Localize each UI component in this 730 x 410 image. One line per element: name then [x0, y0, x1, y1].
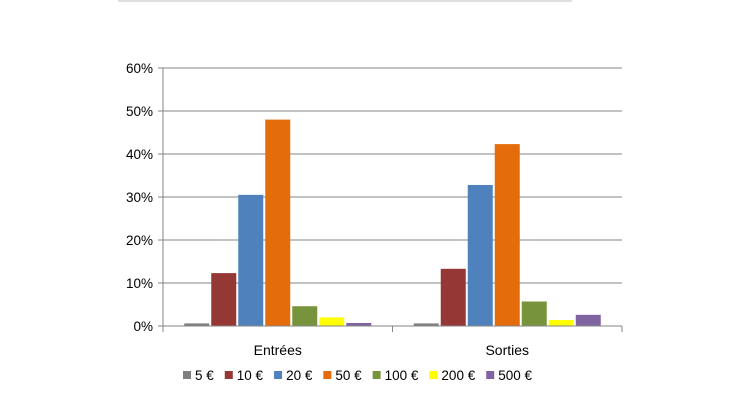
- y-tick-label: 30%: [126, 190, 153, 205]
- y-tick-label: 50%: [126, 104, 153, 119]
- gridlines: [163, 67, 622, 284]
- legend-label: 200 €: [441, 368, 475, 383]
- y-tick-label: 60%: [126, 61, 153, 76]
- bar: [413, 323, 439, 326]
- legend: 5 € 10 € 20 € 50 € 100 € 200 € 500 €: [183, 368, 532, 383]
- legend-label: 100 €: [385, 368, 419, 383]
- legend-swatch: [224, 371, 233, 379]
- bar: [292, 306, 318, 326]
- bar: [494, 144, 520, 326]
- bar: [319, 317, 345, 326]
- bar: [265, 119, 291, 326]
- bars: [184, 119, 601, 326]
- bar: [440, 268, 466, 326]
- bar: [238, 194, 264, 326]
- y-tick-label: 20%: [126, 233, 153, 248]
- bar: [184, 323, 210, 326]
- legend-label: 50 €: [335, 368, 362, 383]
- bar: [467, 184, 493, 326]
- y-tick-label: 0%: [133, 319, 153, 334]
- y-tick-label: 10%: [126, 276, 153, 291]
- y-axis-ticks: 0% 10% 20% 30% 40% 50% 60%: [126, 61, 163, 334]
- legend-label: 500 €: [498, 368, 532, 383]
- bar: [346, 322, 372, 326]
- legend-label: 10 €: [237, 368, 264, 383]
- bar: [575, 314, 601, 326]
- bar: [548, 319, 574, 326]
- legend-label: 20 €: [286, 368, 313, 383]
- bar: [521, 301, 547, 326]
- y-tick-label: 40%: [126, 147, 153, 162]
- legend-swatch: [183, 371, 191, 379]
- bar: [211, 273, 237, 326]
- x-axis-categories: Entrées Sorties: [162, 326, 623, 358]
- legend-swatch: [486, 371, 495, 379]
- legend-swatch: [429, 371, 438, 379]
- x-category-label: Sorties: [485, 342, 529, 358]
- legend-swatch: [372, 371, 381, 379]
- legend-swatch: [323, 371, 332, 379]
- x-category-label: Entrées: [254, 342, 302, 358]
- legend-label: 5 €: [195, 368, 214, 383]
- legend-swatch: [274, 371, 283, 379]
